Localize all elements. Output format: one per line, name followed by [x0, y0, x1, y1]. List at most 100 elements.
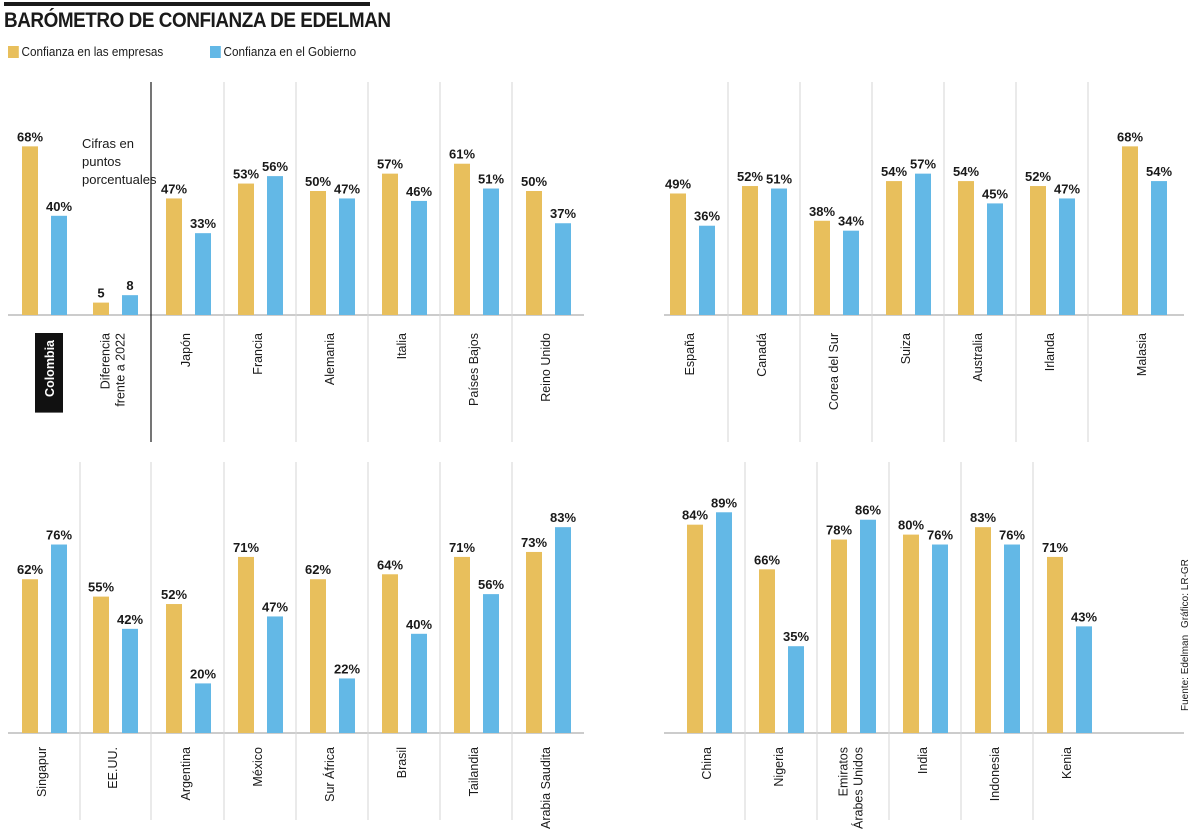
bar-business	[814, 220, 830, 315]
value-label-business: 66%	[754, 552, 780, 567]
legend-swatch-government	[210, 45, 221, 58]
note-line: porcentuales	[82, 172, 157, 187]
value-label-government: 56%	[262, 159, 288, 174]
category-name: Alemania	[323, 333, 337, 385]
country-group-colombia: 68% 40% Colombia	[17, 129, 72, 413]
category-name: Australia	[971, 333, 985, 382]
bar-government	[122, 628, 138, 733]
category-label: Brasil	[395, 747, 409, 778]
category-name: Diferencia	[99, 333, 113, 389]
category-name: Malasia	[1135, 333, 1149, 376]
bar-government	[915, 173, 931, 315]
country-group-japon: 47% 33% Japón	[161, 181, 216, 367]
category-label: Singapur	[35, 747, 49, 797]
category-name: India	[916, 747, 930, 774]
bar-business	[166, 198, 182, 315]
bar-business	[687, 524, 703, 733]
bar-business	[382, 574, 398, 733]
country-group-india: 80%76% India	[898, 518, 953, 775]
country-group-arabia-saudita: 73%83% Arabia Saudita	[521, 510, 576, 829]
bar-business	[742, 186, 758, 315]
value-label-business: 52%	[737, 169, 763, 184]
bar-business	[958, 181, 974, 315]
legend-item-business: Confianza en las empresas	[8, 44, 163, 59]
category-name: Tailandia	[467, 747, 481, 796]
category-name: Colombia	[43, 339, 57, 397]
value-label-government: 20%	[190, 666, 216, 681]
value-label-business: 50%	[305, 174, 331, 189]
legend-label-business: Confianza en las empresas	[21, 44, 164, 59]
bar-business	[759, 569, 775, 733]
category-label: Canadá	[755, 333, 769, 377]
bar-business	[22, 146, 38, 315]
value-label-government: 51%	[478, 172, 504, 187]
bar-business	[903, 534, 919, 733]
bar-business	[1047, 556, 1063, 733]
value-label-business: 80%	[898, 518, 924, 533]
category-label: China	[700, 747, 714, 780]
country-group-emiratos-arabes-unidos: 78%86% Emiratos Árabes Unidos	[826, 503, 881, 829]
bar-government	[771, 188, 787, 315]
value-label-government: 8	[126, 278, 133, 293]
category-name: Suiza	[899, 333, 913, 364]
category-name: Japón	[179, 333, 193, 367]
category-name: Reino Unido	[539, 333, 553, 402]
category-name: Corea del Sur	[827, 333, 841, 410]
note-line: Cifras en	[82, 136, 134, 151]
category-name: Sur África	[322, 747, 337, 802]
value-label-government: 83%	[550, 510, 576, 525]
value-label-business: 53%	[233, 167, 259, 182]
category-name: España	[683, 333, 697, 375]
country-group-paises-bajos: 61%51% Países Bajos	[449, 147, 504, 406]
note-line: puntos	[82, 154, 122, 169]
value-label-business: 78%	[826, 523, 852, 538]
country-group-tailandia: 71% 56% Tailandia	[449, 540, 504, 796]
value-label-business: 71%	[1042, 540, 1068, 555]
country-group-alemania: 50% 47% Alemania	[305, 174, 360, 385]
category-label: Japón	[179, 333, 193, 367]
value-label-business: 68%	[1117, 129, 1143, 144]
country-group-singapur: 62% 76% Singapur	[17, 528, 72, 798]
category-name: Kenia	[1060, 747, 1074, 779]
value-label-business: 38%	[809, 204, 835, 219]
country-group-mexico: 71% 47% México	[233, 540, 288, 787]
category-label: España	[683, 333, 697, 375]
bar-government	[716, 512, 732, 733]
category-name: Nigeria	[772, 747, 786, 787]
country-group-kenia: 71% 43% Kenia	[1042, 540, 1097, 779]
value-label-business: 54%	[881, 164, 907, 179]
bar-business	[526, 551, 542, 733]
category-label: Países Bajos	[467, 333, 481, 406]
points-note: Cifras en puntos porcentuales	[82, 136, 157, 187]
bar-business	[22, 579, 38, 733]
bar-business	[310, 191, 326, 315]
bar-business	[93, 302, 109, 315]
legend-label-government: Confianza en el Gobierno	[223, 44, 357, 59]
value-label-business: 49%	[665, 176, 691, 191]
value-label-business: 57%	[377, 157, 403, 172]
category-label: Australia	[971, 333, 985, 382]
country-group-reino-unido: 50% 37% Reino Unido	[521, 174, 576, 402]
value-label-business: 71%	[449, 540, 475, 555]
bar-business	[831, 539, 847, 733]
bar-government	[843, 230, 859, 315]
value-label-business: 62%	[305, 562, 331, 577]
bar-business	[310, 579, 326, 733]
category-name: Árabes Unidos	[851, 747, 866, 829]
value-label-government: 43%	[1071, 609, 1097, 624]
bar-government	[267, 176, 283, 315]
category-label: Francia	[251, 333, 265, 375]
value-label-business: 54%	[953, 164, 979, 179]
country-group-sur-africa: 62% 22% Sur África	[305, 562, 360, 802]
value-label-government: 76%	[46, 528, 72, 543]
category-label: India	[916, 747, 930, 774]
chart-row-1: 68% 40% Colombia 5 8 Diferencia frente a 2022 4…	[8, 82, 1184, 442]
legend-swatch-business	[8, 45, 19, 58]
category-name: Singapur	[35, 747, 49, 797]
value-label-government: 47%	[334, 181, 360, 196]
value-label-business: 5	[97, 286, 104, 301]
category-name: Indonesia	[988, 747, 1002, 801]
value-label-government: 51%	[766, 172, 792, 187]
value-label-business: 71%	[233, 540, 259, 555]
